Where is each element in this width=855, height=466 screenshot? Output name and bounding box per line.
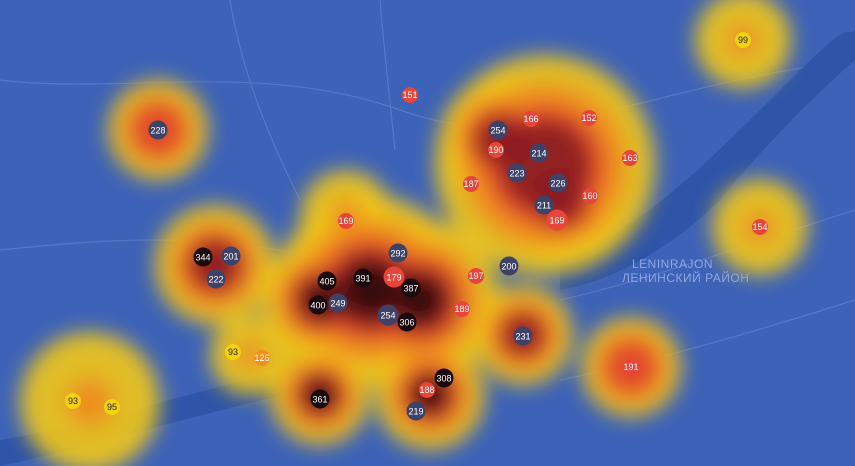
cluster-marker[interactable]: 400 (308, 295, 328, 315)
cluster-marker[interactable]: 126 (254, 350, 270, 366)
cluster-marker[interactable]: 166 (523, 111, 539, 127)
cluster-marker[interactable]: 154 (752, 219, 768, 235)
cluster-marker[interactable]: 231 (513, 326, 533, 346)
cluster-marker[interactable]: 189 (454, 301, 470, 317)
cluster-marker[interactable]: 306 (397, 312, 417, 332)
cluster-marker[interactable]: 211 (534, 195, 554, 215)
cluster-marker[interactable]: 222 (206, 269, 226, 289)
cluster-marker[interactable]: 387 (401, 278, 421, 298)
road (0, 239, 331, 261)
road (0, 59, 855, 129)
cluster-marker[interactable]: 95 (104, 399, 120, 415)
cluster-marker[interactable]: 226 (548, 173, 568, 193)
cluster-marker[interactable]: 223 (507, 163, 527, 183)
road (229, 0, 301, 201)
cluster-marker[interactable]: 361 (310, 389, 330, 409)
cluster-marker[interactable]: 169 (546, 209, 568, 231)
cluster-marker[interactable]: 163 (622, 150, 638, 166)
cluster-marker[interactable]: 405 (317, 271, 337, 291)
district-label: LENINRAJON (632, 257, 714, 271)
cluster-marker[interactable]: 254 (377, 304, 399, 326)
cluster-marker[interactable]: 201 (221, 246, 241, 266)
cluster-marker[interactable]: 93 (225, 344, 241, 360)
heat-zone (474, 114, 526, 166)
cluster-marker[interactable]: 188 (419, 382, 435, 398)
cluster-marker[interactable]: 308 (434, 368, 454, 388)
cluster-marker[interactable]: 391 (353, 268, 373, 288)
cluster-marker[interactable]: 152 (581, 110, 597, 126)
cluster-marker[interactable]: 254 (488, 120, 508, 140)
cluster-marker[interactable]: 219 (406, 401, 426, 421)
cluster-marker[interactable]: 169 (338, 213, 354, 229)
heatmap (20, 0, 808, 466)
cluster-marker[interactable]: 292 (388, 243, 408, 263)
cluster-marker[interactable]: 197 (468, 268, 484, 284)
cluster-marker[interactable]: 191 (623, 359, 639, 375)
road (559, 209, 855, 301)
road (379, 0, 396, 151)
cluster-marker[interactable]: 160 (582, 188, 598, 204)
cluster-marker[interactable]: 151 (402, 87, 418, 103)
cluster-marker[interactable]: 93 (65, 393, 81, 409)
cluster-marker[interactable]: 190 (488, 142, 504, 158)
cluster-marker[interactable]: 249 (328, 293, 348, 313)
district-label: ЛЕНИНСКИЙ РАЙОН (622, 271, 750, 285)
cluster-marker[interactable]: 99 (735, 32, 751, 48)
cluster-marker[interactable]: 214 (529, 143, 549, 163)
cluster-marker[interactable]: 179 (383, 266, 405, 288)
cluster-marker[interactable]: 228 (148, 120, 168, 140)
cluster-marker[interactable]: 344 (193, 247, 213, 267)
heat-zone (65, 377, 115, 427)
cluster-marker[interactable]: 187 (463, 176, 479, 192)
cluster-marker[interactable]: 200 (499, 256, 519, 276)
